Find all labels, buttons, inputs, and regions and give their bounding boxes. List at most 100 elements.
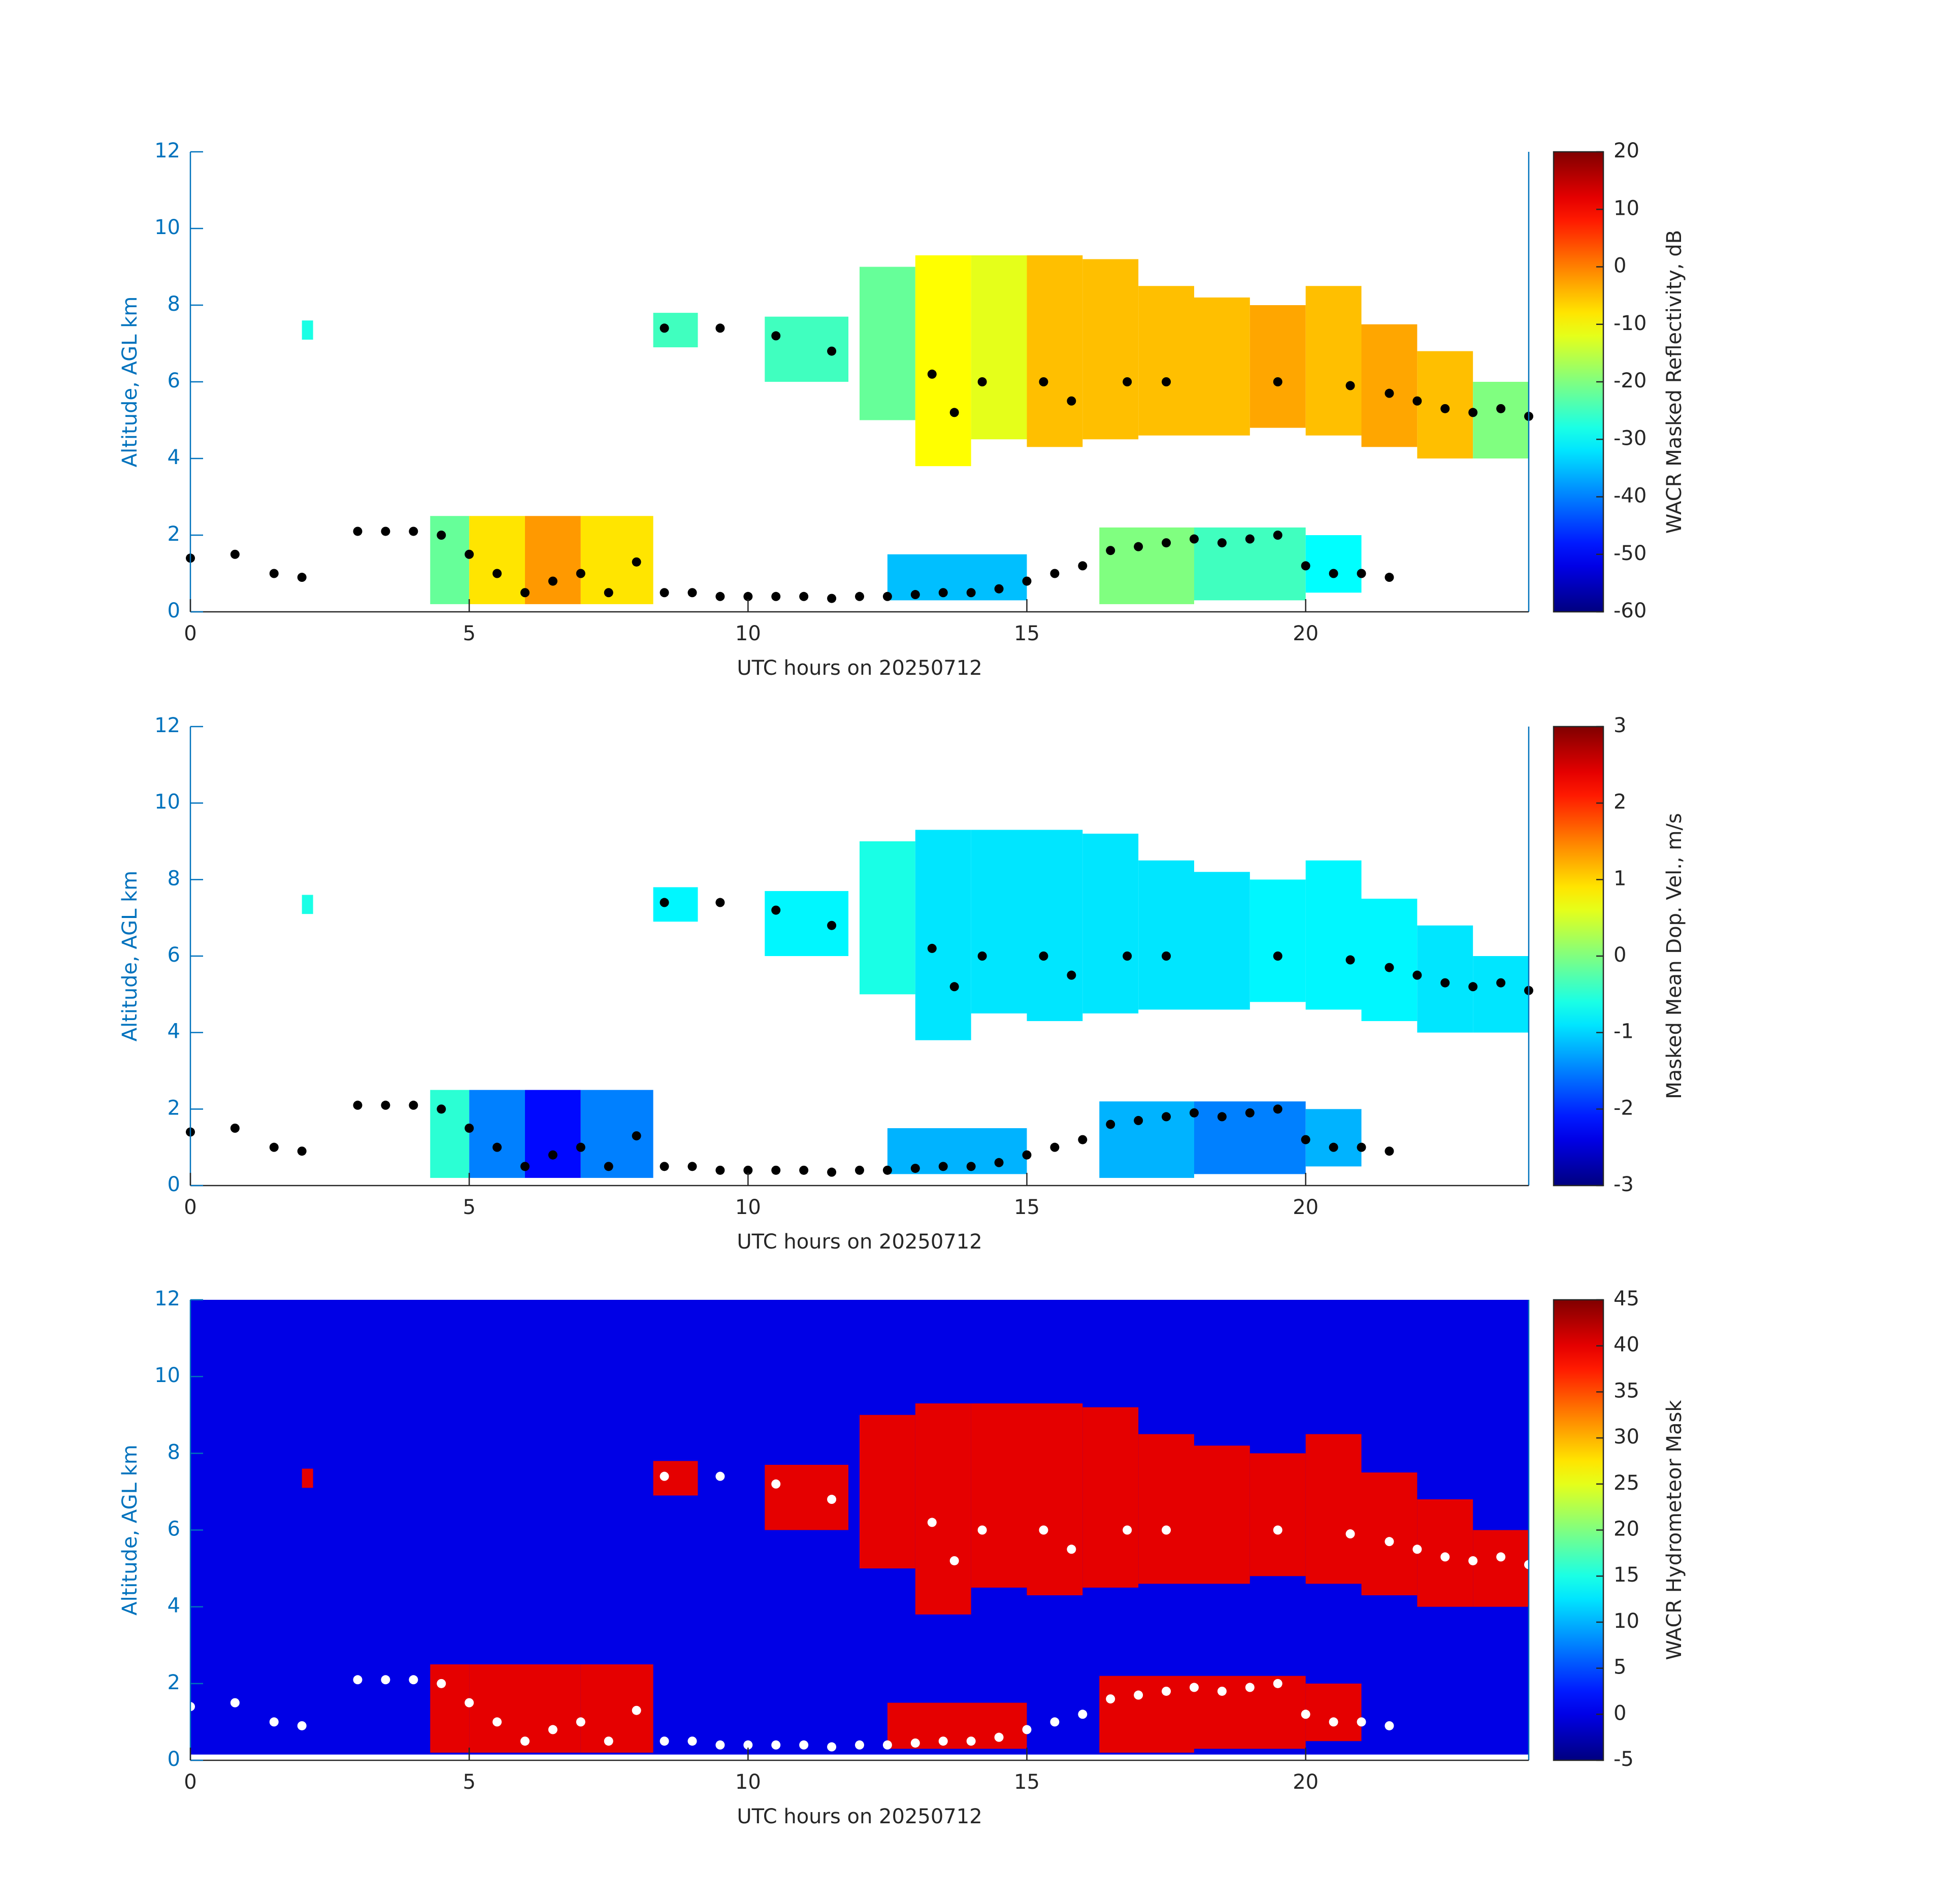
colorbar-tick-label: -50	[1614, 542, 1647, 565]
colorbar-tick-label: -30	[1614, 426, 1647, 450]
cloud-base-point	[492, 1717, 502, 1727]
data-cell	[430, 516, 470, 604]
data-cell	[887, 1128, 1027, 1174]
x-tick-label: 0	[184, 1770, 196, 1794]
cloud-base-point	[743, 1165, 753, 1175]
data-cell	[1027, 1403, 1083, 1595]
colorbar-tick-label: 15	[1614, 1563, 1639, 1587]
data-cell	[1361, 1472, 1418, 1595]
cloud-base-point	[1273, 1679, 1282, 1688]
y-tick-label: 10	[154, 1364, 180, 1387]
x-axis-label: UTC hours on 20250712	[737, 1230, 982, 1254]
cloud-base-point	[1440, 404, 1450, 413]
x-tick-label: 20	[1293, 1196, 1319, 1219]
cloud-base-point	[1162, 951, 1171, 961]
y-tick-label: 6	[168, 1518, 180, 1541]
cloud-base-point	[269, 1142, 279, 1152]
cloud-base-point	[381, 1675, 390, 1685]
cloud-base-point	[687, 1736, 697, 1746]
cloud-base-point	[1273, 1104, 1282, 1114]
cloud-base-point	[1022, 1725, 1032, 1734]
cloud-base-point	[1067, 1545, 1076, 1554]
x-tick-label: 20	[1293, 622, 1319, 645]
cloud-base-point	[715, 1471, 725, 1481]
data-cell	[1361, 324, 1418, 447]
cloud-base-point	[949, 982, 959, 992]
cloud-base-point	[660, 1162, 669, 1171]
cloud-base-point	[1273, 1525, 1282, 1535]
y-tick-label: 0	[168, 599, 180, 622]
cloud-base-point	[230, 1698, 240, 1708]
colorbar-tick-label: -5	[1614, 1748, 1634, 1771]
y-tick-label: 4	[168, 1594, 180, 1618]
data-cell	[1249, 1453, 1306, 1577]
colorbar	[1553, 726, 1604, 1187]
colorbar-tick-label: 0	[1614, 943, 1626, 967]
cloud-base-point	[882, 1740, 892, 1750]
cloud-base-point	[1022, 1150, 1032, 1160]
y-tick-label: 4	[168, 1020, 180, 1043]
cloud-base-point	[1123, 951, 1132, 961]
cloud-base-point	[743, 1740, 753, 1750]
y-tick-label: 6	[168, 369, 180, 392]
cloud-base-point	[1329, 1717, 1338, 1727]
cloud-base-point	[743, 592, 753, 601]
data-cell	[860, 1415, 915, 1569]
cloud-base-point	[1412, 1545, 1422, 1554]
cloud-base-point	[1440, 1552, 1450, 1562]
cloud-base-point	[715, 323, 725, 333]
cloud-base-point	[1385, 573, 1394, 582]
cloud-base-point	[1039, 951, 1048, 961]
cloud-base-point	[927, 943, 937, 953]
cloud-base-point	[715, 898, 725, 907]
cloud-base-point	[548, 1725, 557, 1734]
data-cell	[430, 1664, 470, 1753]
cloud-base-point	[1217, 1686, 1227, 1696]
data-cell	[765, 316, 849, 382]
cloud-base-point	[1050, 1717, 1060, 1727]
cloud-base-point	[827, 1495, 837, 1504]
cloud-base-point	[827, 1742, 837, 1752]
cloud-base-point	[1301, 1710, 1310, 1719]
cloud-base-point	[269, 569, 279, 578]
x-tick-label: 5	[463, 1196, 475, 1219]
x-tick-label: 0	[184, 1196, 196, 1219]
cloud-base-point	[1357, 569, 1366, 578]
cloud-base-point	[1162, 1525, 1171, 1535]
cloud-base-point	[1162, 1686, 1171, 1696]
cloud-base-point	[977, 1525, 987, 1535]
data-cell	[653, 1461, 698, 1496]
cloud-base-point	[1273, 377, 1282, 386]
x-tick-label: 15	[1014, 1196, 1040, 1219]
cloud-base-point	[520, 1736, 530, 1746]
cloud-base-point	[938, 588, 948, 598]
cloud-base-point	[1357, 1717, 1366, 1727]
data-cell	[580, 516, 653, 604]
colorbar-label: WACR Masked Reflectivity, dB	[1663, 230, 1686, 534]
cloud-base-point	[910, 1164, 920, 1173]
data-cell	[1099, 527, 1194, 604]
data-cell	[1305, 286, 1362, 436]
colorbar-tick-label: -20	[1614, 369, 1647, 392]
y-tick-label: 2	[168, 1096, 180, 1120]
data-cell	[1082, 833, 1139, 1013]
cloud-base-point	[297, 573, 307, 582]
cloud-base-point	[1468, 408, 1478, 417]
cloud-base-point	[910, 590, 920, 600]
data-cell	[469, 516, 525, 604]
cloud-base-point	[771, 1165, 781, 1175]
cloud-base-point	[465, 1124, 474, 1133]
data-cell	[1194, 297, 1250, 436]
cloud-base-point	[660, 323, 669, 333]
cloud-base-point	[465, 549, 474, 559]
cloud-base-point	[1245, 1108, 1255, 1118]
colorbar-tick-label: 10	[1614, 1610, 1639, 1633]
data-cell	[915, 830, 971, 1040]
data-cell	[1138, 860, 1194, 1010]
cloud-base-point	[966, 1162, 976, 1171]
cloud-base-point	[1496, 978, 1506, 988]
cloud-base-point	[1050, 569, 1060, 578]
data-cell	[765, 1465, 849, 1530]
cloud-base-point	[1123, 1525, 1132, 1535]
